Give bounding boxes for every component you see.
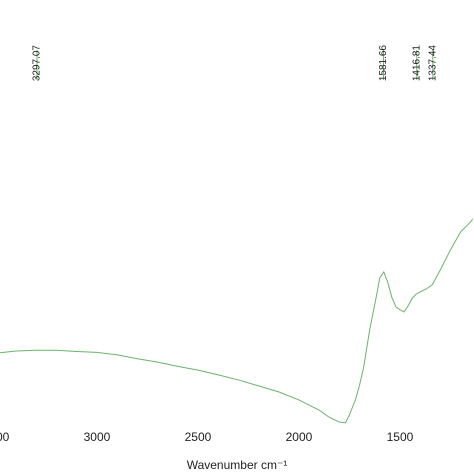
x-tick-label: 2000 xyxy=(286,430,313,444)
x-tick-label: 2500 xyxy=(185,430,212,444)
x-tick-label: 1500 xyxy=(387,430,414,444)
peak-label: 1416.81 xyxy=(411,45,422,82)
x-tick-label: 3500 xyxy=(0,430,10,444)
x-axis-label: Wavenumber cm⁻¹ xyxy=(187,458,288,472)
peak-label: 1581.66 xyxy=(378,45,389,82)
peak-label: 1337.44 xyxy=(427,45,438,82)
spectrum-line xyxy=(0,218,474,424)
x-tick-label: 3000 xyxy=(84,430,111,444)
peak-label: 3297.07 xyxy=(32,45,43,82)
